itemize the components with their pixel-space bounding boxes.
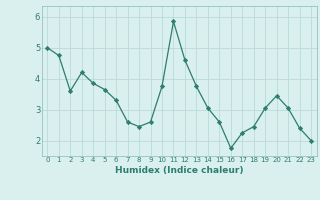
X-axis label: Humidex (Indice chaleur): Humidex (Indice chaleur) <box>115 166 244 175</box>
